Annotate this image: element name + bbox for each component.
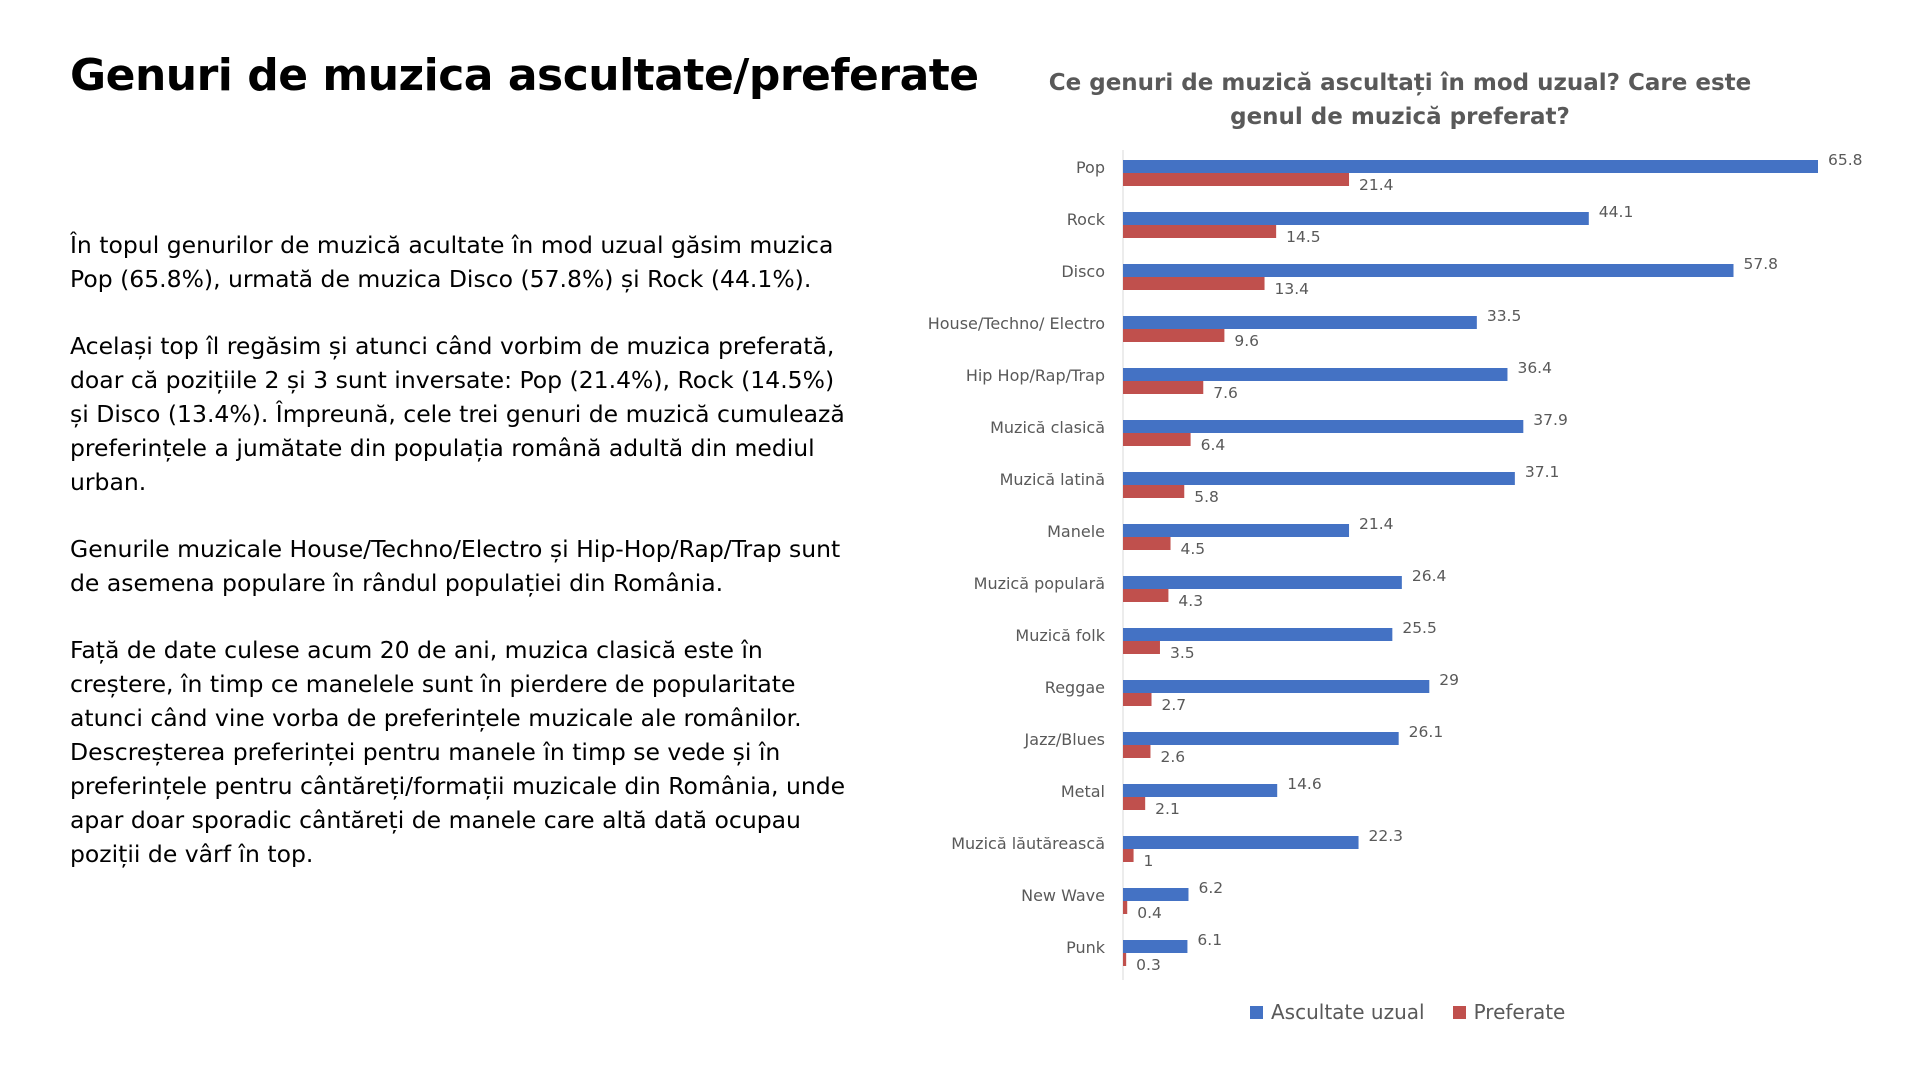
value-label-preferred: 3.5 [1170,644,1195,662]
category-label: Muzică latină [1000,470,1105,489]
value-label-preferred: 0.4 [1137,904,1162,922]
category-label: Pop [1076,158,1105,177]
category-label: Reggae [1045,678,1105,697]
value-label-listened: 29 [1439,671,1459,689]
bar-listened [1123,472,1515,485]
value-label-preferred: 6.4 [1201,436,1226,454]
paragraph-trends: Față de date culese acum 20 de ani, muzi… [70,636,846,868]
value-label-preferred: 5.8 [1194,488,1219,506]
value-label-listened: 57.8 [1744,255,1779,273]
bar-preferred [1123,485,1185,498]
bar-listened [1123,680,1430,693]
value-label-listened: 6.1 [1197,931,1222,949]
category-label: Muzică clasică [990,418,1105,437]
bar-listened [1123,576,1402,589]
category-label: Rock [1067,210,1106,229]
value-label-listened: 14.6 [1287,775,1322,793]
value-label-preferred: 21.4 [1359,176,1394,194]
category-label: Hip Hop/Rap/Trap [966,366,1105,385]
value-label-listened: 37.1 [1525,463,1560,481]
category-label: Muzică populară [974,574,1105,593]
value-label-preferred: 4.3 [1178,592,1203,610]
category-label: Disco [1061,262,1105,281]
category-label: Manele [1047,522,1105,541]
paragraph-house-hiphop: Genurile muzicale House/Techno/Electro ș… [70,535,841,597]
bar-preferred [1123,225,1277,238]
value-label-preferred: 0.3 [1136,956,1161,974]
legend-label-listened: Ascultate uzual [1271,1000,1425,1024]
bar-listened [1123,836,1359,849]
value-label-listened: 65.8 [1828,151,1863,169]
bar-preferred [1123,745,1151,758]
value-label-listened: 44.1 [1599,203,1634,221]
legend-label-preferred: Preferate [1473,1000,1566,1024]
value-label-listened: 22.3 [1369,827,1404,845]
value-label-preferred: 2.6 [1160,748,1185,766]
value-label-listened: 6.2 [1198,879,1223,897]
bar-listened [1123,264,1734,277]
category-label: Jazz/Blues [1024,730,1105,749]
paragraph-top-preferred: Același top îl regăsim și atunci când vo… [70,332,845,496]
legend-swatch-preferred [1452,1005,1466,1019]
bar-listened [1123,420,1524,433]
bar-listened [1123,784,1278,797]
value-label-preferred: 4.5 [1181,540,1206,558]
bar-preferred [1123,277,1265,290]
bar-preferred [1123,589,1169,602]
bar-preferred [1123,953,1127,966]
body-text: În topul genurilor de muzică acultate în… [70,228,850,904]
value-label-listened: 25.5 [1402,619,1437,637]
category-label: Muzică folk [1015,626,1105,645]
value-label-preferred: 13.4 [1275,280,1310,298]
value-label-listened: 33.5 [1487,307,1522,325]
category-label: Muzică lăutărească [951,834,1105,853]
bar-listened [1123,628,1393,641]
bar-listened [1123,212,1589,225]
bar-listened [1123,888,1189,901]
value-label-preferred: 14.5 [1286,228,1321,246]
value-label-listened: 21.4 [1359,515,1394,533]
bar-listened [1123,940,1188,953]
bar-listened [1123,368,1508,381]
bar-preferred [1123,433,1191,446]
bar-listened [1123,316,1477,329]
chart-title: Ce genuri de muzică ascultați în mod uzu… [1048,70,1752,130]
category-label: New Wave [1021,886,1105,905]
value-label-preferred: 7.6 [1213,384,1238,402]
value-label-listened: 26.1 [1409,723,1444,741]
bar-preferred [1123,797,1146,810]
value-label-preferred: 9.6 [1234,332,1259,350]
legend-item-preferred: Preferate [1452,1000,1566,1024]
bar-preferred [1123,849,1134,862]
value-label-preferred: 1 [1144,852,1154,870]
legend-swatch-listened [1250,1005,1263,1019]
bar-listened [1123,160,1818,173]
bar-preferred [1123,693,1152,706]
legend-item-listened: Ascultate uzual [1250,1000,1425,1024]
bar-preferred [1123,329,1225,342]
value-label-listened: 37.9 [1533,411,1568,429]
bar-preferred [1123,901,1128,914]
bar-preferred [1123,641,1160,654]
bar-preferred [1123,173,1350,186]
value-label-preferred: 2.1 [1155,800,1180,818]
category-label: Metal [1061,782,1105,801]
value-label-listened: 36.4 [1517,359,1552,377]
value-label-listened: 26.4 [1412,567,1447,585]
category-label: Punk [1066,938,1106,957]
value-label-preferred: 2.7 [1162,696,1187,714]
paragraph-top-listened: În topul genurilor de muzică acultate în… [70,231,834,293]
bar-preferred [1123,537,1171,550]
bar-preferred [1123,381,1204,394]
bar-listened [1123,524,1350,537]
chart-legend: Ascultate uzual Preferate [1250,1000,1565,1024]
bar-listened [1123,732,1399,745]
slide-title: Genuri de muzica ascultate/preferate [70,50,979,101]
category-label: House/Techno/ Electro [928,314,1105,333]
